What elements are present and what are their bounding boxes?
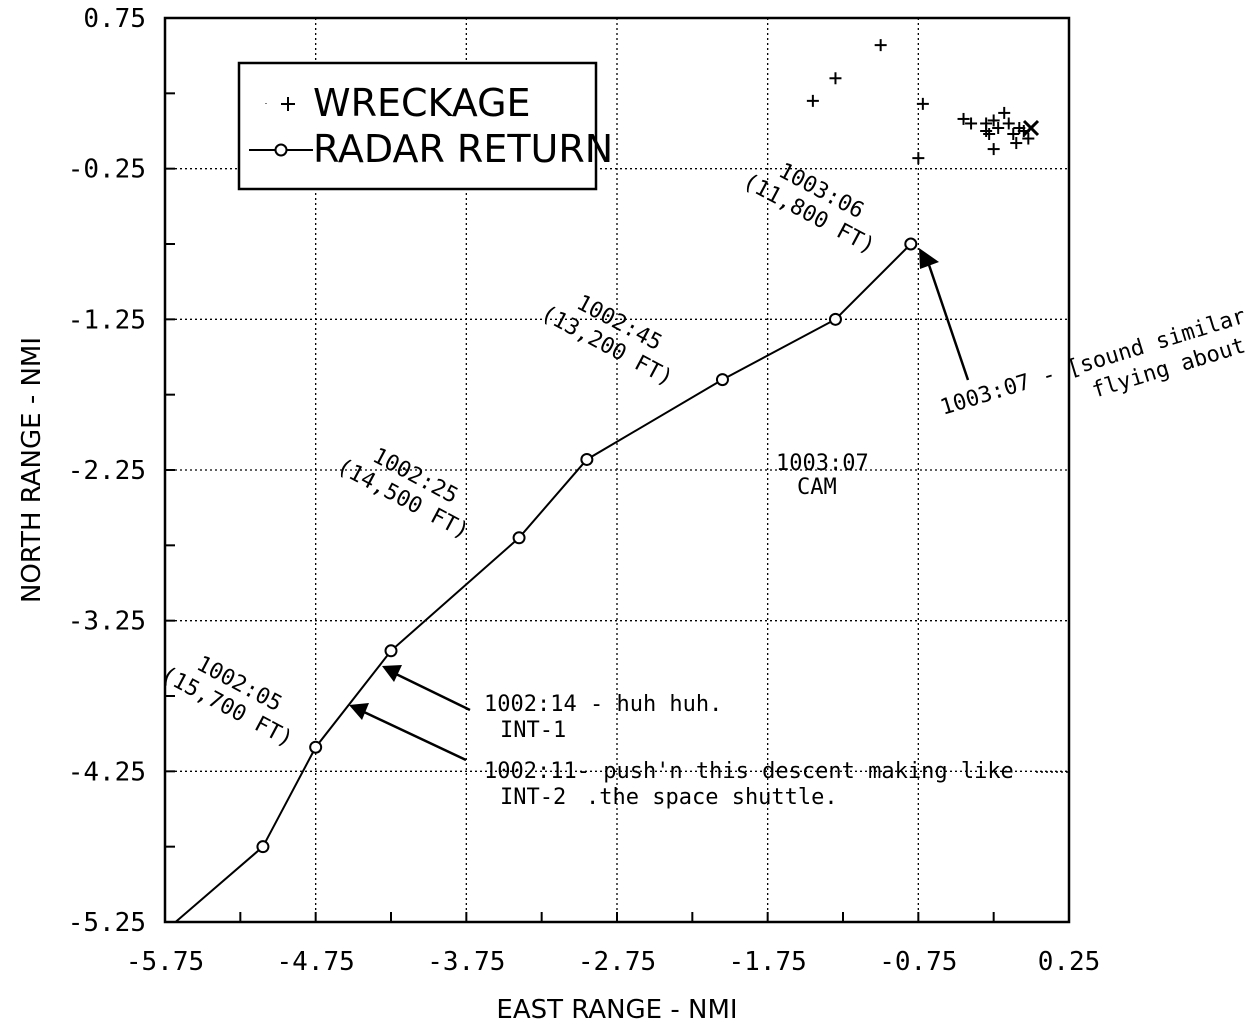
grid-lines <box>165 18 1069 922</box>
label-1002-25: 1002:25 (14,500 FT) <box>333 443 473 544</box>
y-tick-label: -1.25 <box>68 305 146 335</box>
y-tick-labels: 0.75 -0.25 -1.25 -2.25 -3.25 -4.25 -5.25 <box>68 4 146 938</box>
wreckage-point <box>983 128 996 141</box>
y-tick-label: -3.25 <box>68 607 146 637</box>
wreckage-point <box>874 39 887 52</box>
arrowhead-1002-14 <box>382 665 402 682</box>
radar-return-point <box>715 373 729 387</box>
annotation-1002-14: 1002:14 - huh huh. INT-1 <box>382 665 722 743</box>
radar-return-point <box>580 452 594 466</box>
axis-ticks <box>164 17 1070 923</box>
radar-return-point <box>256 840 270 854</box>
radar-return-line <box>174 243 912 923</box>
x-tick-label: -1.75 <box>729 947 807 977</box>
wreckage-point <box>992 121 1005 134</box>
wreckage-point <box>987 143 1000 156</box>
arrow-1002-11 <box>363 710 467 762</box>
wreckage-point <box>1022 132 1035 145</box>
radar-return-point <box>309 740 323 754</box>
wreckage-point <box>957 112 970 125</box>
radar-return-point <box>384 644 398 658</box>
legend-wreckage-label: WRECKAGE <box>313 81 531 125</box>
x-axis-title: EAST RANGE - NMI <box>496 995 737 1025</box>
annotation-1002-11: 1002:11- push'n this descent making like… <box>349 703 1068 810</box>
svg-text:1002:11- push'n this descent m: 1002:11- push'n this descent making like <box>484 759 1014 784</box>
y-tick-label: -5.25 <box>68 908 146 938</box>
wreckage-point <box>916 97 929 110</box>
x-tick-label: -4.75 <box>277 947 355 977</box>
radar-return-point <box>512 531 526 545</box>
svg-text:CAM: CAM <box>797 475 837 500</box>
svg-text:.the space shuttle.: .the space shuttle. <box>586 785 838 810</box>
annotation-1003-07: 1003:07 - [sound similar to objects flyi… <box>776 248 1251 500</box>
wreckage-point <box>912 152 925 165</box>
legend-wreckage-marker <box>265 97 295 111</box>
y-tick-label: -0.25 <box>68 155 146 185</box>
svg-text:1003:07: 1003:07 <box>776 451 869 476</box>
x-tick-label: -5.75 <box>126 947 204 977</box>
wreckage-point <box>806 94 819 107</box>
label-1002-05: 1002:05 (15,700 FT) <box>157 651 297 752</box>
radar-return-point <box>828 312 842 326</box>
label-1002-45: 1002:45 (13,200 FT) <box>537 290 677 391</box>
x-tick-label: 0.25 <box>1038 947 1101 977</box>
svg-text:INT-2: INT-2 <box>500 785 566 810</box>
svg-text:INT-1: INT-1 <box>500 718 566 743</box>
wreckage-point <box>1010 137 1023 150</box>
x-tick-label: -2.75 <box>578 947 656 977</box>
wreckage-series <box>806 39 1035 165</box>
wreckage-cluster-x-mark <box>1022 119 1040 137</box>
label-1003-06: 1003:06 (11,800 FT) <box>739 158 879 259</box>
legend: WRECKAGE RADAR RETURN <box>237 61 613 191</box>
y-axis-title: NORTH RANGE - NMI <box>17 337 47 603</box>
x-tick-label: -0.75 <box>879 947 957 977</box>
legend-radar-marker <box>249 143 313 157</box>
arrowhead-1003-07 <box>919 248 939 269</box>
radar-return-series <box>174 237 918 923</box>
legend-radar-label: RADAR RETURN <box>313 127 613 171</box>
y-tick-label: -4.25 <box>68 757 146 787</box>
legend-box <box>237 61 598 191</box>
y-tick-label: 0.75 <box>83 4 146 34</box>
x-tick-label: -3.75 <box>427 947 505 977</box>
x-tick-labels: -5.75 -4.75 -3.75 -2.75 -1.75 -0.75 0.25 <box>126 947 1100 977</box>
wreckage-point <box>998 106 1011 119</box>
radar-return-point <box>904 237 918 251</box>
wreckage-point <box>987 114 1000 127</box>
arrowhead-1002-11 <box>349 703 369 720</box>
wreckage-point <box>1007 128 1020 141</box>
wreckage-point <box>980 125 993 137</box>
wreckage-point <box>965 117 978 130</box>
arrow-1002-14 <box>395 672 471 712</box>
arrow-1003-07 <box>926 261 970 381</box>
y-tick-label: -2.25 <box>68 456 146 486</box>
svg-text:1002:14 - huh huh.: 1002:14 - huh huh. <box>484 692 722 717</box>
wreckage-point <box>829 72 842 85</box>
wreckage-point <box>1002 117 1015 130</box>
